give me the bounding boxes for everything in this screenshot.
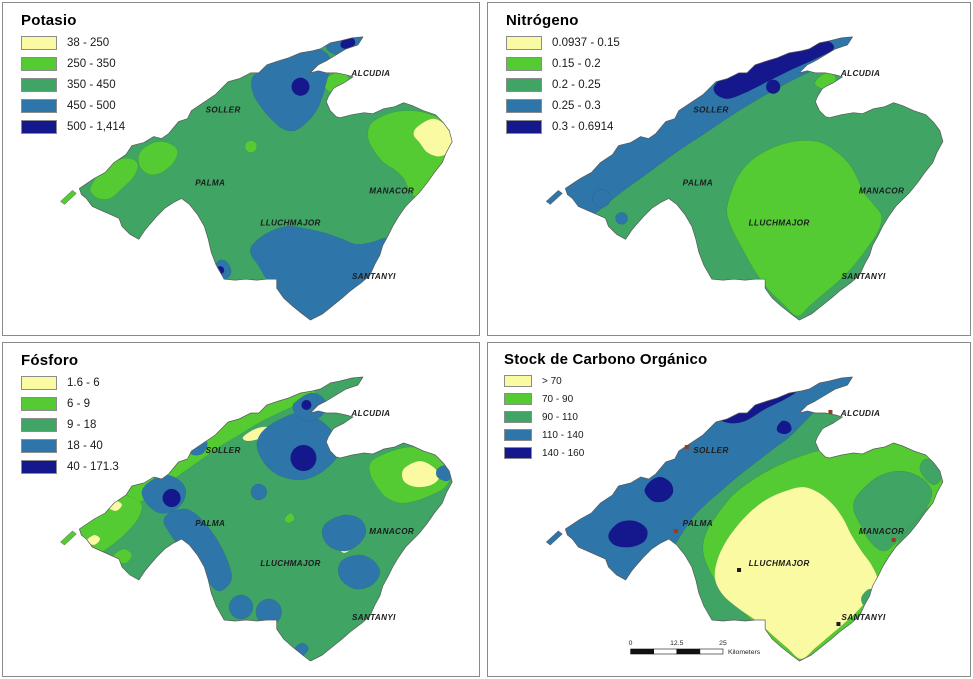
city-label-soller: SOLLER: [206, 446, 241, 455]
region-carbono-6: [714, 486, 878, 660]
region-nitrogeno-2: [615, 212, 628, 225]
city-label-santanyi: SANTANYI: [352, 272, 396, 281]
region-potasio-11: [340, 37, 356, 50]
region-carbono-3: [608, 520, 648, 548]
town-marker-manacor: [891, 538, 896, 542]
city-label-soller: SOLLER: [693, 446, 728, 455]
island-base-fill: [79, 377, 453, 661]
region-fosforo-20: [250, 483, 268, 501]
region-carbono-2: [644, 476, 674, 503]
city-label-palma: PALMA: [683, 178, 713, 187]
city-label-palma: PALMA: [195, 178, 225, 187]
map-potasio: SOLLER ALCUDIA PALMA MANACOR LLUCHMAJOR SANTA…: [60, 36, 453, 321]
panel-nitrogeno: SOLLER ALCUDIA PALMA MANACOR LLUCHMAJOR SANTA…: [487, 2, 971, 336]
region-nitrogeno-1: [592, 189, 611, 208]
panel-fosforo: SOLLER ALCUDIA PALMA MANACOR LLUCHMAJOR SANTA…: [2, 342, 480, 677]
region-fosforo-8: [86, 534, 101, 546]
region-potasio-1: [138, 141, 179, 176]
island-outline: [564, 376, 944, 662]
city-label-santanyi: SANTANYI: [352, 613, 396, 622]
island-outline: [564, 36, 944, 321]
region-fosforo-24: [162, 488, 181, 508]
city-label-manacor: MANACOR: [859, 186, 904, 195]
town-marker-alcudia: [828, 410, 833, 414]
scale-tick-label: 25: [719, 640, 727, 647]
scale-tick-label: 0: [629, 640, 633, 647]
city-label-palma: PALMA: [195, 519, 225, 528]
region-potasio-10: [291, 77, 310, 96]
city-label-palma: PALMA: [683, 519, 713, 528]
map-nitrogeno: SOLLER ALCUDIA PALMA MANACOR LLUCHMAJOR SANTA…: [545, 36, 944, 321]
city-label-lluchmajor: LLUCHMAJOR: [260, 218, 320, 227]
map-fosforo: SOLLER ALCUDIA PALMA MANACOR LLUCHMAJOR SANTA…: [60, 376, 453, 662]
panel-potasio: SOLLER ALCUDIA PALMA MANACOR LLUCHMAJOR SANTA…: [2, 2, 480, 336]
region-fosforo-16: [321, 514, 367, 552]
city-label-lluchmajor: LLUCHMAJOR: [260, 559, 320, 568]
scale-bar-segment: [630, 648, 654, 655]
islet-dragonera: [545, 530, 563, 546]
region-fosforo-4: [284, 512, 295, 524]
region-fosforo-17: [337, 554, 381, 590]
region-fosforo-18: [228, 594, 254, 620]
city-label-manacor: MANACOR: [369, 186, 414, 195]
region-fosforo-23: [290, 444, 317, 472]
city-label-alcudia: ALCUDIA: [840, 409, 880, 418]
town-marker-palma: [673, 529, 678, 533]
region-potasio-2: [244, 140, 258, 153]
city-label-manacor: MANACOR: [369, 527, 414, 536]
city-label-alcudia: ALCUDIA: [350, 69, 390, 78]
city-label-santanyi: SANTANYI: [841, 613, 886, 622]
island-outline: [79, 36, 453, 321]
scale-bar-segment: [653, 648, 678, 655]
city-label-alcudia: ALCUDIA: [840, 69, 880, 78]
city-label-manacor: MANACOR: [859, 527, 904, 536]
region-fosforo-13: [163, 508, 232, 592]
region-carbono-7: [853, 470, 933, 552]
town-marker-lluchmajor: [737, 568, 742, 572]
islet-dragonera: [545, 190, 563, 205]
town-marker-soller: [684, 445, 689, 449]
region-nitrogeno-5: [726, 140, 883, 317]
region-carbono-4: [776, 420, 792, 435]
city-label-lluchmajor: LLUCHMAJOR: [749, 559, 810, 568]
scale-bar-segment: [699, 648, 724, 655]
island-outline: [79, 376, 453, 662]
region-fosforo-19: [255, 598, 282, 626]
region-fosforo-9: [401, 460, 440, 488]
islet-dragonera: [60, 190, 77, 205]
region-fosforo-15: [185, 436, 208, 456]
city-label-soller: SOLLER: [693, 106, 728, 115]
city-label-alcudia: ALCUDIA: [350, 409, 390, 418]
town-marker-santanyi: [836, 622, 841, 626]
region-nitrogeno-4: [765, 79, 781, 94]
islet-dragonera: [60, 530, 77, 546]
city-label-lluchmajor: LLUCHMAJOR: [749, 218, 810, 227]
city-label-santanyi: SANTANYI: [841, 272, 886, 281]
region-potasio-12: [278, 302, 291, 316]
city-label-soller: SOLLER: [206, 106, 241, 115]
scale-unit-label: Kilometers: [728, 649, 761, 656]
scale-tick-label: 12.5: [670, 640, 683, 647]
map-carbono: SOLLER ALCUDIA PALMA MANACOR LLUCHMAJOR SANTA…: [545, 376, 944, 662]
scale-bar-segment: [676, 648, 701, 655]
panel-carbono: SOLLER ALCUDIA PALMA MANACOR LLUCHMAJOR SANTA…: [487, 342, 971, 677]
region-fosforo-25: [301, 399, 312, 411]
